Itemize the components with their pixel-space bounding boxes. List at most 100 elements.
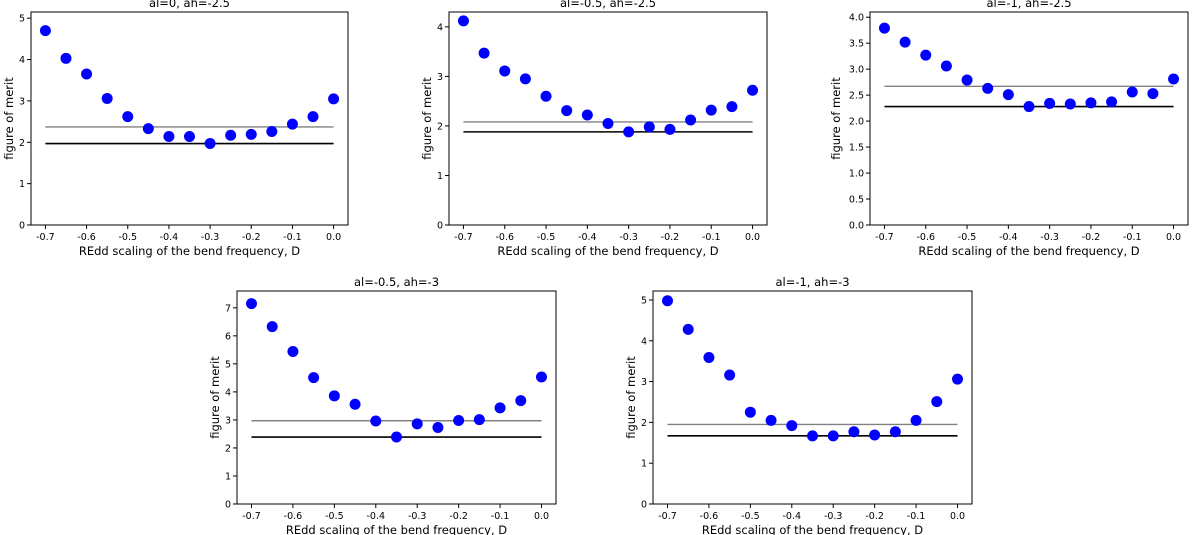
data-point xyxy=(961,74,973,86)
data-point xyxy=(499,65,511,77)
y-tick-label: 0.0 xyxy=(849,221,864,232)
x-tick-label: -0.2 xyxy=(661,232,680,243)
data-point xyxy=(432,421,444,433)
data-point xyxy=(245,128,257,140)
axes-frame xyxy=(869,11,1189,226)
y-axis-label: figure of merit xyxy=(2,77,16,160)
data-point xyxy=(266,126,278,138)
y-tick-label: 1 xyxy=(225,471,231,482)
data-point xyxy=(515,395,527,407)
data-point xyxy=(664,123,676,135)
data-point xyxy=(411,418,423,430)
x-tick-label: 0.0 xyxy=(1166,232,1181,243)
chart-title: al=0, ah=-2.5 xyxy=(149,0,230,10)
y-tick-label: 7 xyxy=(225,303,231,314)
data-point xyxy=(184,130,195,142)
y-tick-label: 1.0 xyxy=(849,169,864,180)
data-point xyxy=(744,406,756,418)
data-point xyxy=(662,295,673,307)
data-point xyxy=(453,414,465,426)
x-tick-label: 0.0 xyxy=(950,511,965,522)
data-point xyxy=(940,60,952,72)
chart-title: al=-1, ah=-2.5 xyxy=(986,0,1071,10)
x-tick-label: -0.1 xyxy=(491,511,510,522)
chart-panel-5: al=-1, ah=-3 -0.7 -0.6 -0.5 -0.4 -0.3 -0.2 -0.1… xyxy=(624,275,973,535)
y-axis-label: figure of merit xyxy=(624,356,638,439)
x-tick-label: -0.7 xyxy=(875,232,894,243)
data-point xyxy=(931,396,943,408)
data-point xyxy=(703,352,715,364)
y-tick-label: 1 xyxy=(437,171,443,182)
data-point xyxy=(204,138,216,150)
y-tick-label: 1 xyxy=(641,459,647,470)
x-tick-label: -0.7 xyxy=(242,511,261,522)
y-tick-label: 3 xyxy=(225,415,231,426)
x-tick-label: -0.5 xyxy=(537,232,556,243)
x-tick-label: -0.3 xyxy=(201,232,220,243)
x-tick-label: -0.1 xyxy=(283,232,302,243)
data-point xyxy=(682,323,694,335)
data-point xyxy=(81,68,93,80)
x-tick-label: 0.0 xyxy=(326,232,341,243)
data-point xyxy=(561,105,573,117)
data-point xyxy=(39,25,51,37)
data-point xyxy=(786,420,798,432)
data-point xyxy=(494,402,506,414)
data-point xyxy=(705,104,717,116)
data-point xyxy=(1168,73,1180,85)
chart-panel-2: al=-0.5, ah=-2.5 -0.7 -0.6 -0.5 -0.4 -0.3 -0.2… xyxy=(420,0,768,258)
x-axis-label: REdd scaling of the bend frequency, D xyxy=(702,523,923,535)
data-point xyxy=(370,415,382,427)
data-point xyxy=(602,117,614,129)
data-point xyxy=(920,49,932,61)
data-point xyxy=(122,111,134,123)
data-point xyxy=(473,414,485,426)
x-tick-label: -0.7 xyxy=(658,511,677,522)
x-tick-label: -0.4 xyxy=(783,511,802,522)
y-tick-label: 5 xyxy=(19,14,25,25)
x-tick-label: -0.2 xyxy=(242,232,261,243)
chart-title: al=-0.5, ah=-2.5 xyxy=(560,0,656,10)
data-point xyxy=(1064,98,1076,110)
x-tick-label: -0.5 xyxy=(118,232,137,243)
x-axis-label: REdd scaling of the bend frequency, D xyxy=(497,244,718,258)
data-point xyxy=(726,101,738,113)
data-point xyxy=(163,130,175,142)
x-tick-label: -0.6 xyxy=(700,511,719,522)
y-axis-label: figure of merit xyxy=(420,77,434,160)
data-point xyxy=(286,118,298,130)
data-point xyxy=(391,431,402,443)
y-tick-label: 4.0 xyxy=(849,13,864,24)
data-point xyxy=(519,73,531,85)
x-tick-label: -0.5 xyxy=(325,511,344,522)
y-tick-label: 0 xyxy=(641,500,647,511)
data-point xyxy=(225,129,237,141)
x-tick-label: -0.2 xyxy=(1082,232,1101,243)
data-point xyxy=(765,414,777,426)
x-tick-label: -0.6 xyxy=(77,232,96,243)
data-point xyxy=(685,114,697,126)
x-tick-label: -0.4 xyxy=(999,232,1018,243)
data-point xyxy=(1147,88,1159,100)
data-point xyxy=(478,47,490,59)
data-point xyxy=(308,372,320,384)
data-point xyxy=(536,371,547,383)
data-point xyxy=(540,90,552,102)
data-point xyxy=(1023,101,1035,113)
x-tick-label: -0.7 xyxy=(36,232,55,243)
data-point xyxy=(724,369,736,381)
data-point xyxy=(910,414,922,426)
y-tick-label: 0.5 xyxy=(849,195,864,206)
data-point xyxy=(827,430,839,442)
x-tick-label: 0.0 xyxy=(534,511,549,522)
data-point xyxy=(899,36,911,48)
x-tick-label: -0.7 xyxy=(454,232,473,243)
data-point xyxy=(457,15,469,27)
chart-panel-3: al=-1, ah=-2.5 -0.7 -0.6 -0.5 -0.4 -0.3 -0.2 -0… xyxy=(829,0,1189,258)
y-tick-label: 1.5 xyxy=(849,143,864,154)
y-tick-label: 4 xyxy=(225,387,231,398)
y-tick-label: 2 xyxy=(225,443,231,454)
y-tick-label: 3 xyxy=(19,96,25,107)
chart-title: al=-1, ah=-3 xyxy=(775,275,849,289)
